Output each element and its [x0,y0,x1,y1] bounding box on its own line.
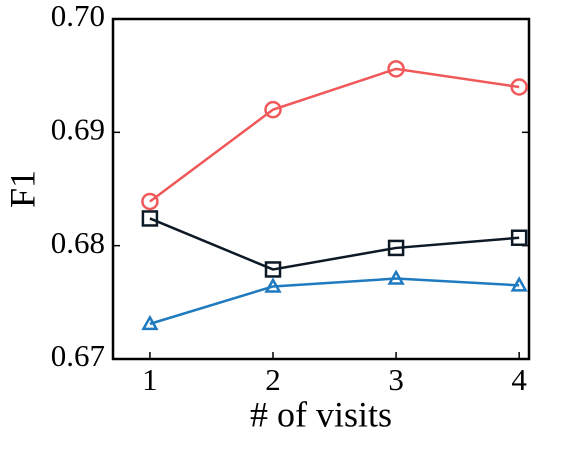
x-axis-label: # of visits [250,394,392,434]
point [510,78,528,96]
x-tick-label: 4 [511,362,527,397]
series-line [149,277,520,326]
point [264,100,282,119]
point [510,276,528,292]
point [387,269,405,285]
point [141,192,159,211]
series-line [149,67,520,203]
plot-frame [111,17,531,361]
y-tick-label: 0.67 [51,338,105,373]
series-line [149,217,520,271]
y-tick-label: 0.70 [51,0,105,33]
point [141,314,159,331]
point [387,60,405,78]
point [387,239,405,257]
y-axis-label: F1 [2,170,42,208]
point [264,261,282,278]
y-tick-label: 0.69 [51,111,105,146]
x-tick-label: 3 [388,362,404,397]
x-tick-label: 1 [142,362,158,397]
x-tick-label: 2 [265,362,281,397]
point [141,210,159,227]
point [510,229,528,246]
y-tick-label: 0.68 [51,225,105,260]
point [264,277,282,293]
